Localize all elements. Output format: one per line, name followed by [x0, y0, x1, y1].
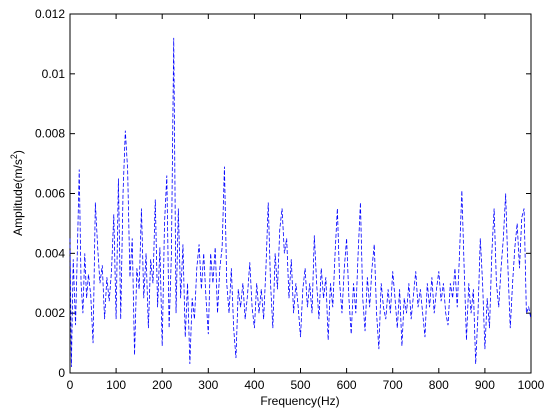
y-axis-label: Amplitude(m/s2) — [9, 150, 25, 236]
y-tick-label: 0.012 — [35, 7, 65, 21]
plot-area — [69, 13, 532, 374]
x-axis-label: Frequency(Hz) — [260, 394, 339, 408]
x-tick-label: 0 — [67, 378, 74, 392]
data-line — [69, 37, 532, 368]
y-tick-label: 0.01 — [42, 67, 66, 81]
y-label-main: Amplitude(m/s — [11, 159, 25, 236]
x-tick-label: 800 — [429, 378, 449, 392]
x-tick-label: 400 — [244, 378, 264, 392]
x-tick-label: 1000 — [518, 378, 545, 392]
y-tick-label: 0.006 — [35, 187, 65, 201]
y-tick-label: 0.004 — [35, 246, 65, 260]
x-tick-label: 100 — [106, 378, 126, 392]
y-tick-label: 0.002 — [35, 306, 65, 320]
x-tick-label: 300 — [198, 378, 218, 392]
x-tick-label: 600 — [337, 378, 357, 392]
x-tick-label: 200 — [152, 378, 172, 392]
x-tick-label: 500 — [290, 378, 310, 392]
y-tick-label: 0 — [58, 366, 65, 380]
y-label-close: ) — [11, 150, 25, 154]
y-tick-label: 0.008 — [35, 127, 65, 141]
y-label-sup: 2 — [9, 154, 19, 159]
x-tick-label: 900 — [475, 378, 495, 392]
x-tick-label: 700 — [383, 378, 403, 392]
